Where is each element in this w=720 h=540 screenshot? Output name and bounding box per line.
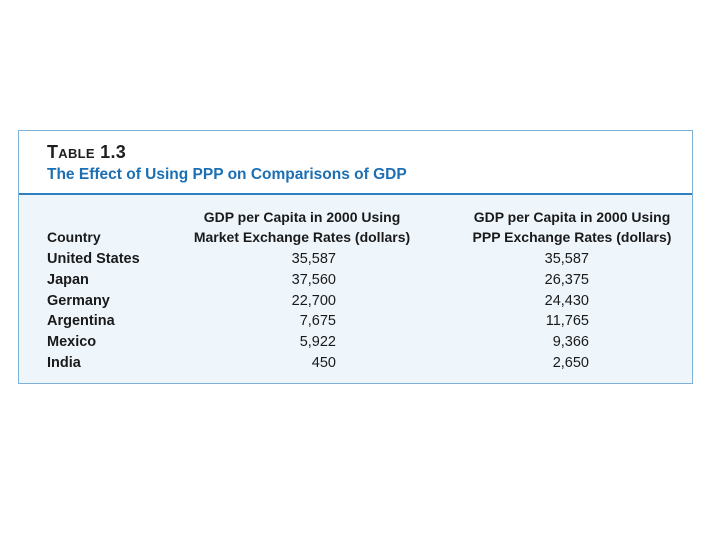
column-header-country: Country	[47, 229, 101, 245]
country-cell: Argentina	[47, 313, 115, 329]
ppp-value-cell: 9,366	[552, 334, 589, 350]
market-value-cell: 22,700	[291, 293, 336, 309]
table-row: Argentina 7,675 11,765	[19, 313, 692, 334]
table-title: The Effect of Using PPP on Comparisons o…	[47, 166, 407, 183]
column-header-ppp: GDP per Capita in 2000 Using PPP Exchang…	[452, 207, 692, 247]
table-row: Japan 37,560 26,375	[19, 272, 692, 293]
ppp-value-cell: 2,650	[552, 355, 589, 371]
table-row: Germany 22,700 24,430	[19, 293, 692, 314]
market-value-cell: 450	[311, 355, 336, 371]
header-divider	[19, 193, 692, 195]
data-table: Table 1.3 The Effect of Using PPP on Com…	[18, 130, 693, 384]
country-cell: India	[47, 355, 81, 371]
ppp-value-cell: 35,587	[544, 251, 589, 267]
column-header-market-line2: Market Exchange Rates (dollars)	[193, 229, 411, 245]
table-row: Mexico 5,922 9,366	[19, 334, 692, 355]
table-row: India 450 2,650	[19, 355, 692, 376]
column-header-ppp-line1: GDP per Capita in 2000 Using	[473, 209, 671, 225]
market-value-cell: 7,675	[299, 313, 336, 329]
ppp-value-cell: 11,765	[545, 313, 589, 329]
market-value-cell: 37,560	[291, 272, 336, 288]
column-header-market: GDP per Capita in 2000 Using Market Exch…	[182, 207, 422, 247]
country-cell: Germany	[47, 293, 110, 309]
column-header-market-line1: GDP per Capita in 2000 Using	[203, 209, 401, 225]
country-cell: United States	[47, 251, 140, 267]
country-cell: Mexico	[47, 334, 97, 350]
market-value-cell: 35,587	[291, 251, 336, 267]
table-row: United States 35,587 35,587	[19, 251, 692, 272]
table-header: Table 1.3 The Effect of Using PPP on Com…	[19, 131, 692, 193]
country-cell: Japan	[47, 272, 89, 288]
market-value-cell: 5,922	[299, 334, 336, 350]
ppp-value-cell: 26,375	[544, 272, 589, 288]
table-label: Table 1.3	[47, 142, 127, 162]
column-header-ppp-line2: PPP Exchange Rates (dollars)	[472, 229, 672, 245]
ppp-value-cell: 24,430	[544, 293, 589, 309]
